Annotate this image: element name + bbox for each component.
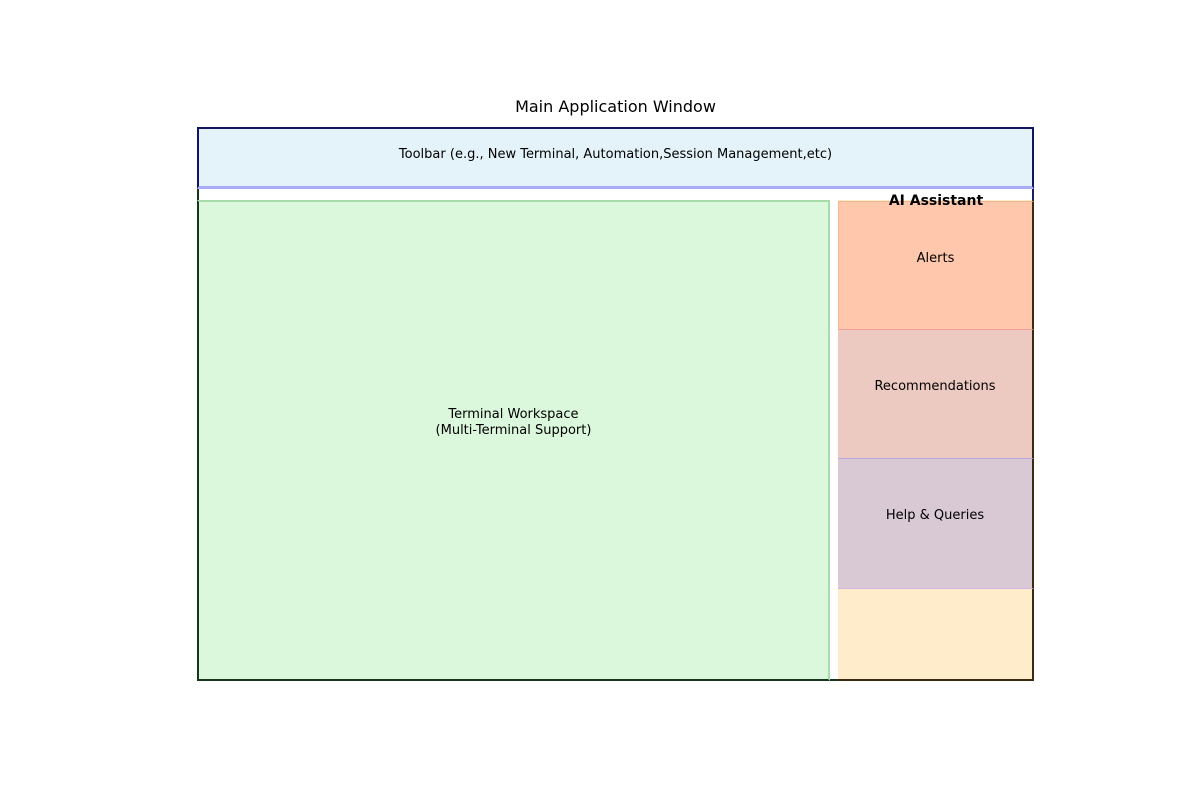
recommendations-panel: Recommendations: [838, 330, 1034, 459]
ai-assistant-title: AI Assistant: [888, 193, 984, 209]
terminal-workspace-label: Terminal Workspace (Multi-Terminal Suppo…: [199, 407, 828, 439]
help-queries-label: Help & Queries: [885, 508, 985, 523]
recommendations-label: Recommendations: [874, 379, 996, 394]
toolbar-label: Toolbar (e.g., New Terminal, Automation,…: [398, 147, 833, 162]
diagram-title: Main Application Window: [515, 97, 716, 116]
help-queries-panel: Help & Queries: [838, 459, 1034, 589]
alerts-panel: Alerts: [838, 201, 1034, 330]
toolbar: Toolbar (e.g., New Terminal, Automation,…: [197, 127, 1034, 189]
terminal-workspace-title: Terminal Workspace: [448, 407, 579, 422]
alerts-label: Alerts: [916, 251, 955, 266]
terminal-workspace-subtitle: (Multi-Terminal Support): [435, 423, 592, 438]
terminal-workspace: Terminal Workspace (Multi-Terminal Suppo…: [197, 200, 830, 681]
